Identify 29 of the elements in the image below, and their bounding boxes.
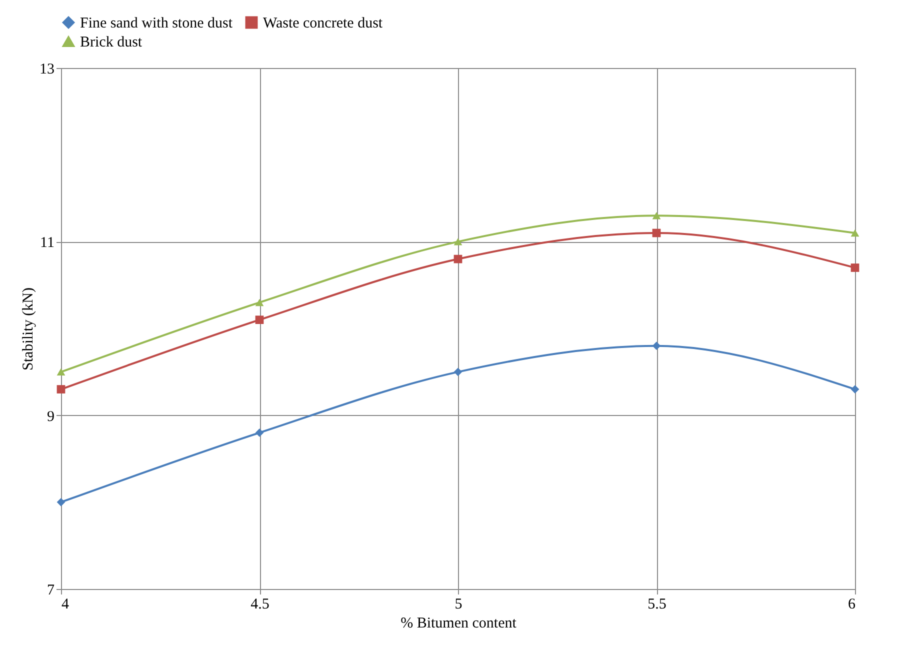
point <box>454 238 462 246</box>
point <box>454 368 462 376</box>
point <box>454 254 462 264</box>
point <box>56 385 66 394</box>
legend-label: Fine sand with stone dust <box>80 16 234 32</box>
point <box>255 298 264 306</box>
point <box>850 229 860 237</box>
y-tick-label: 9 <box>47 408 54 425</box>
legend-label: Brick dust <box>80 34 143 50</box>
y-tick-label: 7 <box>47 582 55 598</box>
y-axis-title: Stability (kN) <box>20 288 36 370</box>
x-tick-label: 5 <box>454 596 462 612</box>
point <box>850 385 860 394</box>
point <box>652 342 661 350</box>
point <box>255 428 264 437</box>
x-tick-label: 6 <box>848 596 856 612</box>
x-tick-label: 4 <box>62 596 70 612</box>
point <box>652 212 661 220</box>
point <box>850 264 860 272</box>
y-tick-label: 13 <box>40 62 54 78</box>
x-tick-label: 4.5 <box>250 596 270 612</box>
point <box>255 316 264 324</box>
legend-label: Waste concrete dust <box>263 16 384 32</box>
x-tick-label: 5.5 <box>648 596 666 612</box>
y-tick-label: 11 <box>40 235 54 252</box>
point <box>652 228 661 238</box>
point <box>56 368 66 376</box>
x-axis-title: % Bitumen content <box>400 616 518 632</box>
point <box>56 498 66 506</box>
